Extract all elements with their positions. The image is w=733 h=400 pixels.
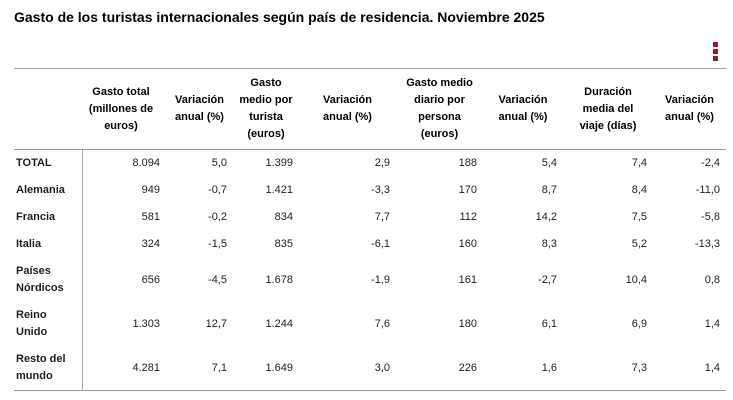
table-cell: 1.303: [132, 317, 160, 330]
table-row: Francia 581 -0,2 834 7,7 112 14,2 7,5 -5,8: [14, 204, 726, 231]
table-cell: -1,5: [208, 238, 227, 250]
table-cell: 1,4: [704, 361, 720, 374]
table-cell: 14,2: [535, 211, 557, 223]
table-row: Resto del mundo 4.281 7,1 1.649 3,0 226 1,6 7,3…: [14, 346, 726, 391]
column-header: Variación anual (%): [659, 68, 726, 150]
table-row: Alemania 949 -0,7 1.421 -3,3 170 8,7 8,4 -11,0: [14, 177, 726, 204]
table-cell: -2,7: [538, 273, 557, 286]
table-cell: 7,4: [631, 157, 647, 169]
table-cell: 835: [274, 238, 293, 250]
table-row: Reino Unido 1.303 12,7 1.244 7,6 180 6,1 6,9 1,4: [14, 302, 726, 346]
table-cell: 1,6: [541, 361, 557, 374]
table-cell: 7,6: [374, 317, 390, 330]
row-label: Francia: [14, 204, 83, 231]
column-header: Gasto medio por turista (euros): [239, 68, 305, 150]
table-cell: 112: [459, 211, 477, 223]
row-label: Italia: [14, 231, 83, 258]
table-cell: -5,8: [701, 211, 720, 223]
row-label: Reino Unido: [14, 302, 83, 346]
table-cell: 7,7: [374, 211, 390, 223]
kebab-dot: [713, 49, 718, 54]
table-cell: 949: [141, 184, 160, 196]
table-cell: -1,9: [371, 273, 390, 286]
column-header: Variación anual (%): [489, 68, 569, 150]
table-cell: 1.399: [265, 157, 293, 169]
table-cell: 4.281: [132, 361, 160, 374]
table-cell: -0,2: [208, 211, 227, 223]
table-cell: -11,0: [695, 184, 720, 196]
table-cell: 7,3: [631, 361, 647, 374]
table-cell: 5,2: [631, 238, 647, 250]
table-cell: 12,7: [205, 317, 227, 330]
table-cell: -3,3: [371, 184, 390, 196]
table-cell: 160: [458, 238, 477, 250]
table-cell: 1,4: [704, 317, 720, 330]
table-cell: 834: [274, 211, 293, 223]
kebab-dot: [713, 42, 718, 47]
table-cell: 7,1: [211, 361, 227, 374]
table-body: TOTAL 8.094 5,0 1.399 2,9 188 5,4 7,4 -2,4 Aleman…: [14, 149, 726, 391]
table-cell: 7,5: [631, 211, 647, 223]
row-label: Resto del mundo: [14, 346, 83, 391]
page-title: Gasto de los turistas internacionales se…: [14, 9, 545, 25]
table-cell: -4,5: [208, 273, 227, 286]
table-cell: 8,3: [541, 238, 557, 250]
table-cell: 3,0: [374, 361, 390, 374]
table-row: Italia 324 -1,5 835 -6,1 160 8,3 5,2 -13,3: [14, 231, 726, 258]
table-cell: 1.421: [265, 184, 293, 196]
column-header: Duración media del viaje (días): [569, 68, 659, 150]
table-cell: -6,1: [371, 238, 390, 250]
column-header: Gasto total (millones de euros): [82, 68, 172, 150]
table-cell: -13,3: [694, 238, 720, 250]
table-cell: -2,4: [701, 157, 720, 169]
table-cell: 8,4: [631, 184, 647, 196]
table-row: Países Nórdicos 656 -4,5 1.678 -1,9 161 -2,7 10…: [14, 258, 726, 302]
header-row: Gasto total (millones de euros) Variación…: [14, 68, 726, 150]
table-cell: 656: [141, 273, 160, 286]
table-cell: -0,7: [208, 184, 227, 196]
table-cell: 6,1: [541, 317, 557, 330]
table-cell: 180: [458, 317, 477, 330]
toolbar: [14, 42, 726, 61]
table-cell: 170: [458, 184, 477, 196]
table-cell: 1.678: [265, 273, 293, 286]
tourist-spending-widget: Gasto de los turistas internacionales se…: [14, 9, 726, 391]
table-cell: 5,4: [541, 157, 557, 169]
table-cell: 161: [458, 273, 477, 286]
row-label: Países Nórdicos: [14, 258, 83, 302]
table-cell: 581: [141, 211, 160, 223]
table-cell: 1.244: [265, 317, 293, 330]
table-cell: 324: [141, 238, 160, 250]
table-cell: 1.649: [265, 361, 293, 374]
table-cell: 188: [458, 157, 477, 169]
column-header: Gasto medio diario por persona (euros): [402, 68, 489, 150]
table-header: Gasto total (millones de euros) Variación…: [14, 68, 726, 150]
table-cell: 5,0: [211, 157, 227, 169]
table-cell: 2,9: [374, 157, 390, 169]
corner-cell: [14, 68, 82, 150]
table-cell: 10,4: [625, 273, 647, 286]
table-cell: 6,9: [631, 317, 647, 330]
tourist-spending-table: Gasto total (millones de euros) Variación…: [14, 68, 726, 391]
table-cell: 226: [458, 361, 477, 374]
kebab-dot: [713, 56, 718, 61]
table-row: TOTAL 8.094 5,0 1.399 2,9 188 5,4 7,4 -2,4: [14, 149, 726, 177]
row-label: TOTAL: [14, 149, 83, 177]
table-cell: 0,8: [704, 273, 720, 286]
kebab-menu-icon[interactable]: [713, 42, 718, 61]
column-header: Variación anual (%): [305, 68, 402, 150]
table-cell: 8,7: [541, 184, 557, 196]
table-cell: 8.094: [132, 157, 160, 169]
column-header: Variación anual (%): [172, 68, 239, 150]
row-label: Alemania: [14, 177, 83, 204]
